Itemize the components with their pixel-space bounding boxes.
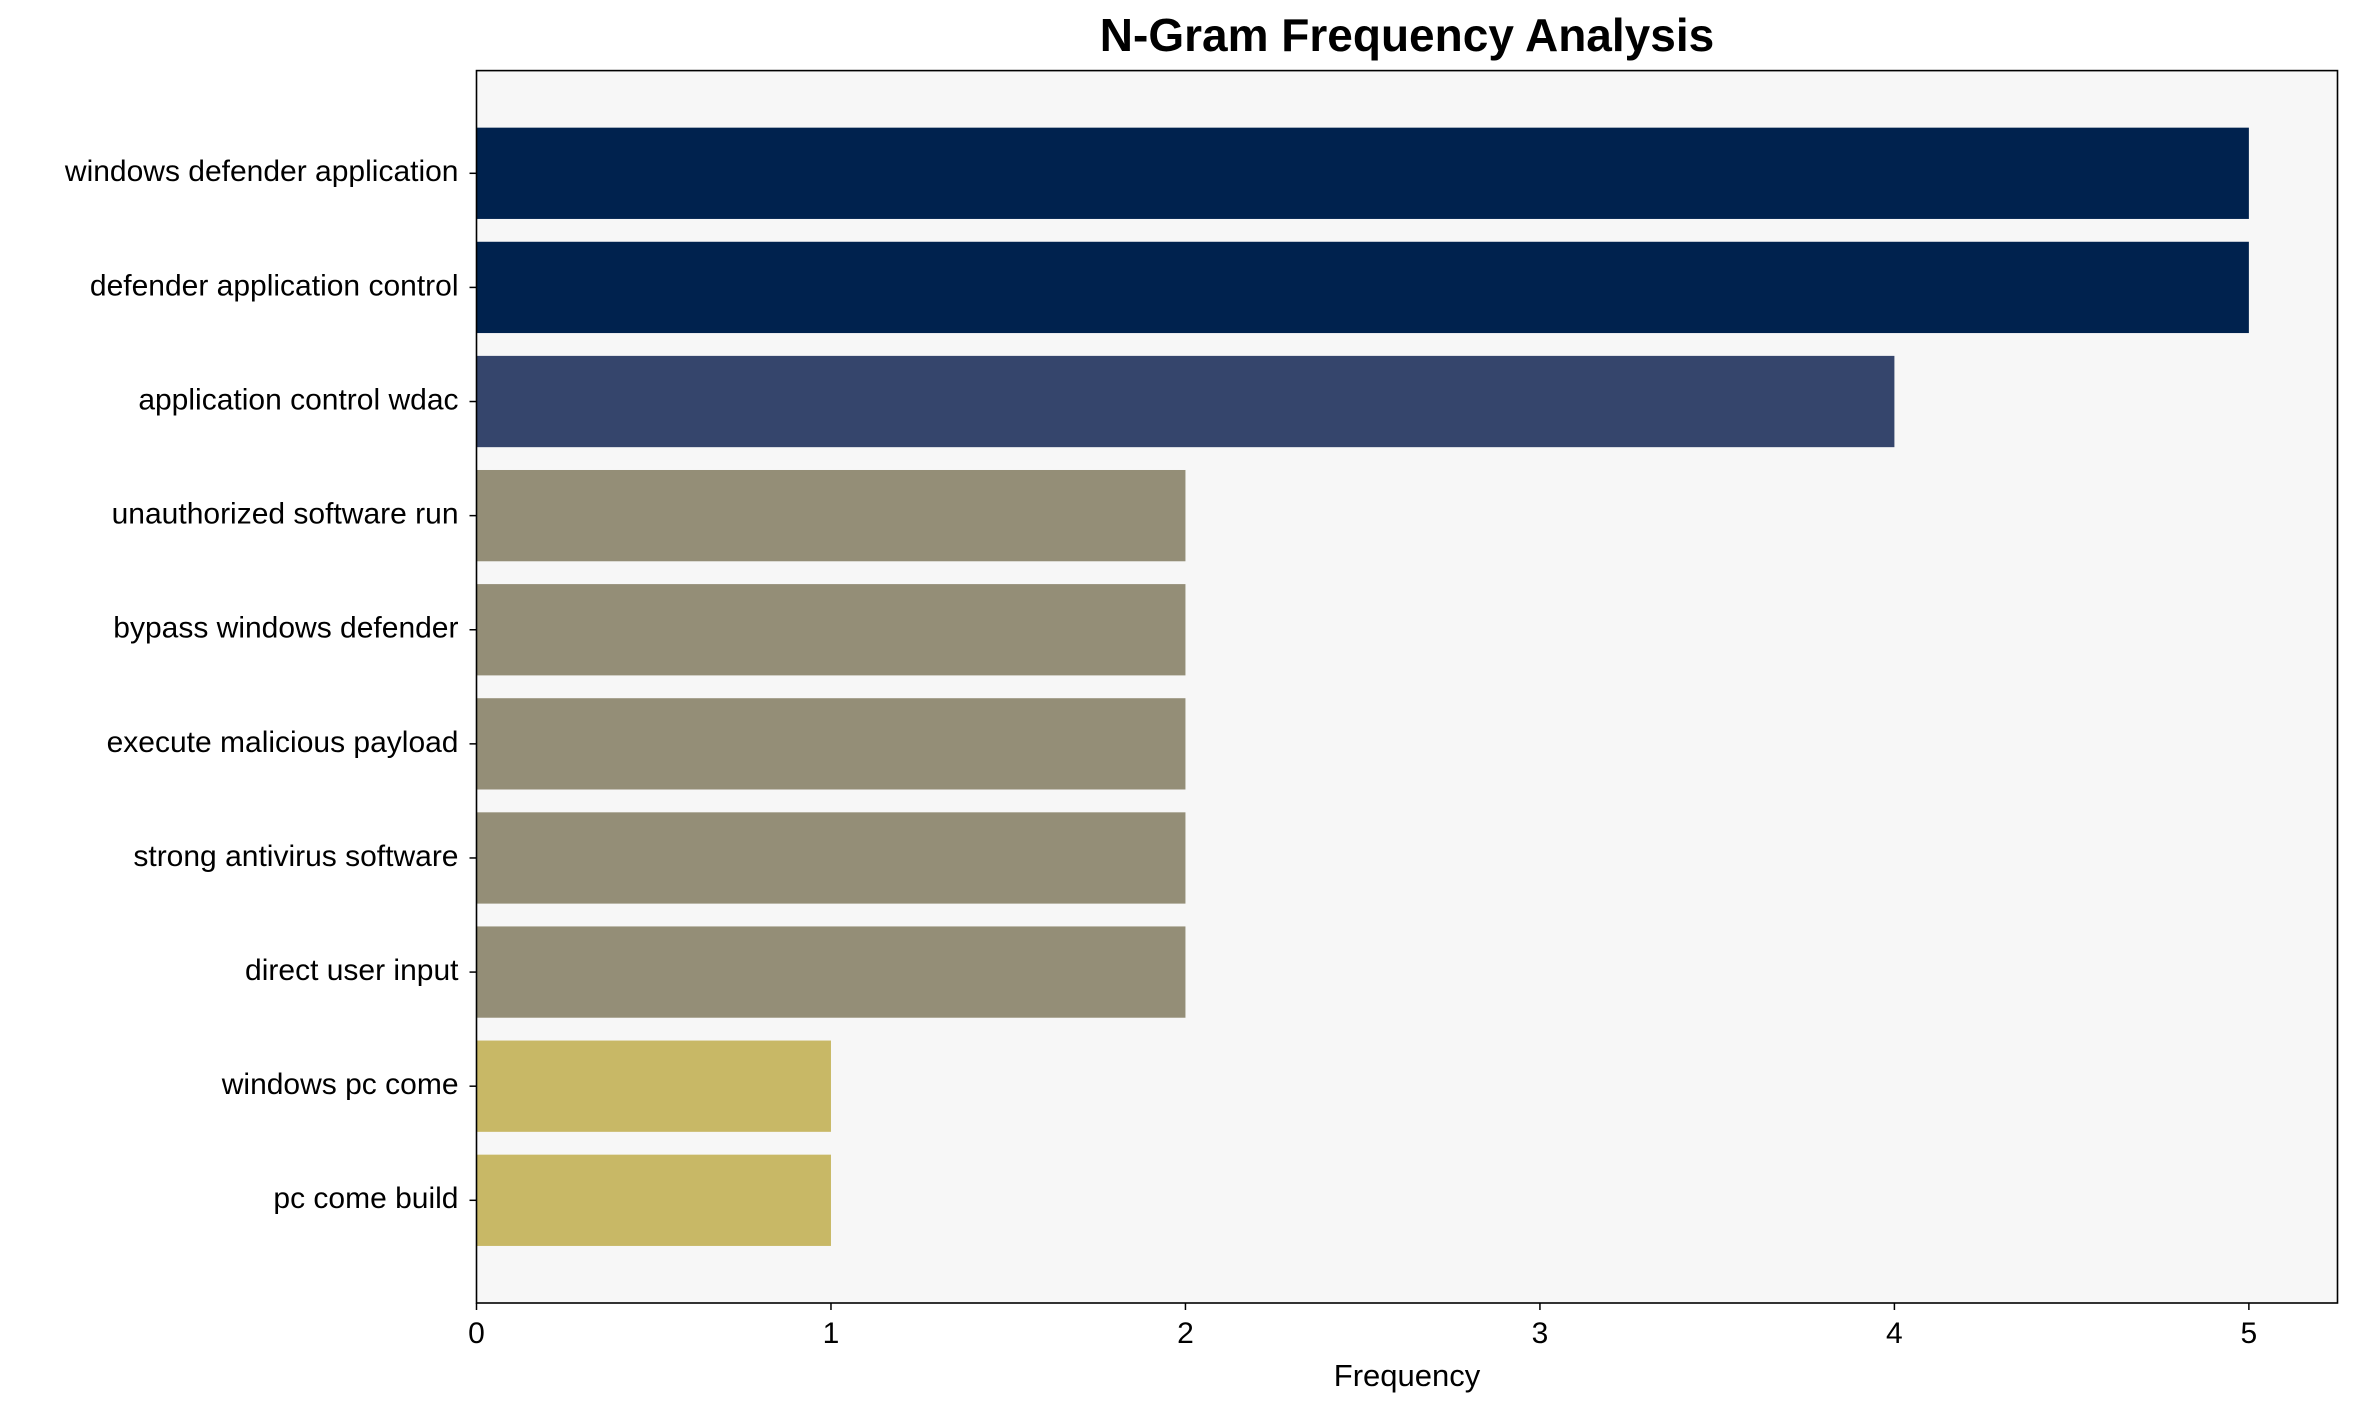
chart-title: N-Gram Frequency Analysis	[1100, 9, 1714, 61]
bar	[476, 584, 1186, 676]
x-tick-label: 2	[1177, 1317, 1194, 1350]
x-axis-label: Frequency	[1334, 1358, 1481, 1393]
x-tick-label: 5	[2241, 1317, 2258, 1350]
y-tick-label: unauthorized software run	[112, 498, 459, 531]
x-tick-label: 0	[468, 1317, 485, 1350]
bar	[476, 926, 1186, 1018]
bar	[476, 1040, 831, 1132]
x-tick-label: 1	[823, 1317, 840, 1350]
bar	[476, 469, 1186, 562]
plot-frame	[475, 69, 2339, 1304]
y-tick-label: pc come build	[273, 1182, 458, 1215]
y-tick-label: defender application control	[90, 269, 459, 302]
bar	[476, 355, 1895, 448]
y-tick-label: bypass windows defender	[113, 612, 458, 645]
y-tick-label: windows defender application	[64, 155, 459, 188]
y-tick-label: windows pc come	[221, 1068, 459, 1101]
y-tick-label: application control wdac	[138, 383, 458, 416]
bar	[476, 812, 1186, 904]
y-tick-label: strong antivirus software	[133, 840, 458, 873]
bar	[476, 127, 2249, 219]
bar	[476, 1154, 831, 1246]
y-tick-label: execute malicious payload	[107, 726, 459, 759]
x-tick-label: 3	[1532, 1317, 1549, 1350]
y-tick-label: direct user input	[245, 954, 459, 987]
bar	[476, 698, 1186, 790]
bar	[476, 241, 2249, 334]
x-tick-label: 4	[1886, 1317, 1903, 1350]
